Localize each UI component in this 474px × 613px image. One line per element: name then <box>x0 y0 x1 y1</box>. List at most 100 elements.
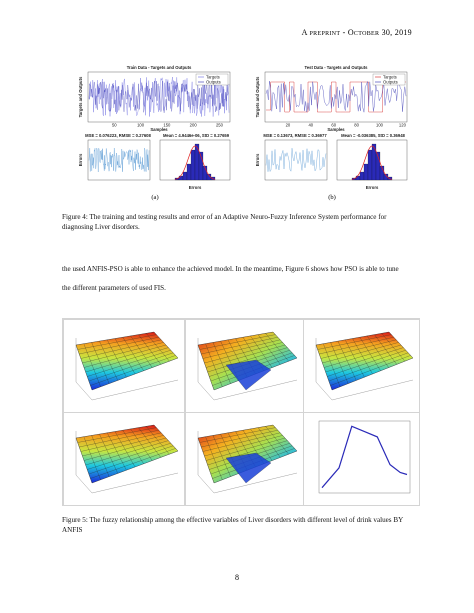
x-tick-label: 80 <box>354 123 359 128</box>
x-tick-label: 120 <box>399 123 407 128</box>
histogram-bar <box>363 163 369 181</box>
surface <box>75 331 179 391</box>
histogram-bar <box>182 171 188 181</box>
histogram-bar <box>379 165 385 181</box>
subplot <box>186 413 303 505</box>
surface-grid <box>207 347 288 373</box>
histogram-bar <box>186 163 192 181</box>
surface-grid <box>330 355 411 386</box>
plot-title: Train Data - Targets and Outputs <box>127 65 192 70</box>
legend <box>372 73 406 86</box>
x-tick-label: 50 <box>112 123 117 128</box>
figure-4: Train Data - Targets and OutputsTargetsO… <box>78 65 408 201</box>
surface-grid <box>87 350 171 377</box>
subfigure-label: (b) <box>328 194 336 201</box>
x-tick-label: 100 <box>137 123 145 128</box>
surface-grid <box>323 344 402 368</box>
x-tick-label: 20 <box>286 123 291 128</box>
surface-grid <box>138 427 161 458</box>
subfigure: Train Data - Targets and Outputs TargetsO… <box>78 65 231 201</box>
legend <box>195 73 229 86</box>
surface-grid <box>146 426 170 455</box>
axis-box <box>75 431 179 494</box>
surface <box>197 424 298 484</box>
plot-title: Mean = 4.9446e-06, StD = 0.27659 <box>163 133 230 138</box>
y-axis-label: Targets and Outputs <box>255 76 260 117</box>
legend-label: Outputs <box>383 80 398 85</box>
subplot <box>64 413 184 505</box>
fit-curve <box>351 145 393 180</box>
surface-grid <box>250 428 273 461</box>
axis-box <box>315 338 414 401</box>
surface-grid <box>250 335 273 368</box>
histogram-bar <box>202 165 208 181</box>
surface-dip <box>225 452 272 484</box>
surface-grid <box>328 352 409 382</box>
plot-area <box>318 420 411 494</box>
x-axis-label: Errors <box>366 185 379 190</box>
subfigure-label: (a) <box>151 194 158 201</box>
surface <box>315 331 414 391</box>
fit-curve <box>174 145 216 180</box>
subplot <box>304 413 419 505</box>
paragraph-line: the used ANFIS-PSO is able to enhance th… <box>62 265 399 273</box>
surface <box>197 331 298 391</box>
figure-caption: Figure 4: The training and testing resul… <box>62 213 387 221</box>
surface-grid <box>90 448 176 479</box>
legend-label: Targets <box>383 75 397 80</box>
surface-grid <box>85 347 169 373</box>
plot-title: MSE = 0.13673, RMSE = 0.36977 <box>263 133 327 138</box>
running-title: A preprint - October 30, 2019 <box>302 28 412 37</box>
surface-grid <box>146 333 170 362</box>
plot-line <box>321 425 408 489</box>
figure-5 <box>62 318 420 506</box>
plot-area <box>264 139 328 181</box>
figure-caption: diagnosing Liver disorders. <box>62 223 140 231</box>
x-tick-label: 40 <box>308 123 313 128</box>
y-axis-label: Errors <box>78 153 83 166</box>
surface-grid <box>130 335 153 368</box>
surface-grid <box>122 430 144 464</box>
subplot <box>64 320 184 412</box>
surface-grid <box>85 440 169 466</box>
surface-grid <box>138 334 161 365</box>
surface <box>75 424 179 484</box>
legend-label: Targets <box>206 75 220 80</box>
x-tick-label: 60 <box>331 123 336 128</box>
surface-grid <box>130 428 153 461</box>
surface-grid <box>83 437 167 461</box>
x-tick-label: 100 <box>376 123 384 128</box>
surface-grid <box>257 334 281 365</box>
plot-line <box>88 76 230 117</box>
x-tick-label: 200 <box>190 123 198 128</box>
x-tick-label: 250 <box>216 123 224 128</box>
surface-grid <box>359 337 381 371</box>
x-axis-label: Samples <box>150 127 168 132</box>
plot-line <box>88 147 150 173</box>
subplot <box>304 320 419 412</box>
figure-caption: ANFIS <box>62 526 83 534</box>
surface-grid <box>205 344 286 368</box>
surface-grid <box>265 333 289 362</box>
surface-grid <box>381 333 405 362</box>
histogram-bar <box>367 149 373 181</box>
plot-title: Test Data - Targets and Outputs <box>305 65 369 70</box>
plot-title: Mean = -0.036385, StD = 0.36948 <box>341 133 405 138</box>
x-axis-label: Errors <box>189 185 202 190</box>
surface-grid <box>207 440 288 466</box>
axis-box <box>75 338 179 401</box>
axis-box <box>197 338 298 401</box>
plot-line <box>266 81 406 113</box>
surface-grid <box>257 427 281 458</box>
figure-caption: Figure 5: The fuzzy relationship among t… <box>62 516 403 524</box>
surface-grid <box>325 347 404 373</box>
subfigure: Test Data - Targets and Outputs TargetsOu… <box>255 65 408 201</box>
plot-line <box>88 80 230 113</box>
plot-line <box>265 148 327 173</box>
surface-grid <box>374 334 397 365</box>
surface-grid <box>205 437 286 461</box>
y-axis-label: Targets and Outputs <box>78 76 83 117</box>
surface-grid <box>88 352 174 382</box>
surface-grid <box>122 337 144 371</box>
